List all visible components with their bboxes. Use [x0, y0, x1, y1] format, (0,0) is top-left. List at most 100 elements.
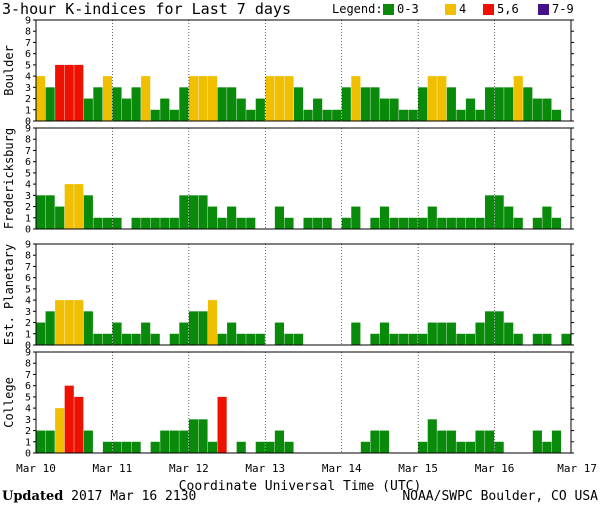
bar	[551, 217, 562, 229]
bar	[179, 195, 189, 229]
bar	[351, 76, 361, 121]
bar	[274, 206, 284, 229]
bar	[227, 322, 237, 345]
bar	[465, 217, 476, 229]
y-tick-label: 7	[25, 146, 31, 157]
bar	[513, 217, 523, 229]
y-tick-label: 5	[25, 284, 31, 295]
bar	[55, 408, 65, 453]
bar	[475, 109, 485, 121]
bar	[217, 217, 227, 229]
bar	[198, 195, 208, 229]
bar	[169, 109, 179, 121]
bar	[475, 217, 485, 229]
bar	[93, 217, 103, 229]
legend-swatch-k56	[483, 4, 494, 15]
bar	[74, 396, 84, 453]
y-tick-label: 3	[25, 307, 31, 318]
bar	[227, 87, 237, 121]
bar	[542, 441, 552, 453]
updated-label: Updated	[2, 489, 64, 504]
bar	[207, 206, 218, 229]
bar	[265, 76, 275, 121]
y-tick-label: 9	[25, 16, 31, 27]
bar	[131, 217, 141, 229]
bar	[207, 441, 218, 453]
bar	[102, 333, 113, 345]
y-tick-label: 7	[25, 38, 31, 49]
credit-text: NOAA/SWPC Boulder, CO USA	[402, 489, 598, 504]
bar	[131, 87, 141, 121]
bar	[408, 109, 418, 121]
y-tick-label: 4	[25, 404, 31, 415]
x-tick-label: Mar 13	[245, 462, 285, 475]
bar	[64, 385, 74, 453]
bar	[55, 300, 65, 345]
bar	[561, 333, 571, 345]
bar	[370, 217, 380, 229]
bar	[418, 217, 428, 229]
bar	[360, 87, 370, 121]
bar	[64, 64, 74, 121]
bar	[532, 430, 542, 453]
bar	[465, 333, 476, 345]
x-axis-ticks: Mar 10 Mar 11 Mar 12 Mar 13 Mar 14 Mar 15 Mar …	[16, 462, 597, 475]
legend-swatch-quiet	[383, 4, 394, 15]
bar	[360, 441, 370, 453]
bar	[102, 76, 113, 121]
bar	[437, 76, 447, 121]
bar	[351, 322, 361, 345]
bar	[532, 98, 542, 121]
bar	[179, 87, 189, 121]
bar	[93, 87, 103, 121]
bar	[188, 195, 199, 229]
panel-frame	[35, 127, 572, 230]
bar	[188, 311, 199, 345]
bar	[55, 64, 65, 121]
bar	[389, 98, 399, 121]
bar	[284, 76, 294, 121]
bar	[513, 76, 523, 121]
bar	[274, 76, 284, 121]
bar	[236, 441, 246, 453]
bar	[83, 311, 93, 345]
bar	[379, 430, 390, 453]
bar	[36, 195, 46, 229]
bar	[446, 217, 456, 229]
bar	[246, 333, 256, 345]
bar	[217, 87, 227, 121]
bar	[494, 195, 504, 229]
bar	[303, 109, 313, 121]
bar	[112, 87, 122, 121]
bar	[36, 76, 46, 121]
bar	[274, 322, 284, 345]
bar	[255, 441, 265, 453]
x-tick-label: Mar 15	[398, 462, 438, 475]
y-tick-label: 6	[25, 49, 31, 60]
x-axis-label: Coordinate Universal Time (UTC)	[179, 479, 422, 494]
bar	[169, 430, 179, 453]
legend-swatch-k79	[538, 4, 549, 15]
bar	[341, 217, 351, 229]
bar	[102, 441, 113, 453]
bar	[427, 419, 437, 453]
bar	[494, 441, 504, 453]
y-tick-label: 9	[25, 240, 31, 251]
y-tick-label: 5	[25, 392, 31, 403]
y-tick-label: 1	[25, 105, 31, 116]
bar	[74, 184, 84, 229]
bar	[408, 333, 418, 345]
y-tick-label: 6	[25, 157, 31, 168]
bar	[303, 217, 313, 229]
y-tick-label: 5	[25, 60, 31, 71]
bar	[379, 98, 390, 121]
bar	[322, 109, 332, 121]
x-tick-label: Mar 14	[322, 462, 362, 475]
bar	[456, 333, 466, 345]
bar	[446, 87, 456, 121]
x-tick-label: Mar 10	[16, 462, 56, 475]
bar	[532, 333, 542, 345]
